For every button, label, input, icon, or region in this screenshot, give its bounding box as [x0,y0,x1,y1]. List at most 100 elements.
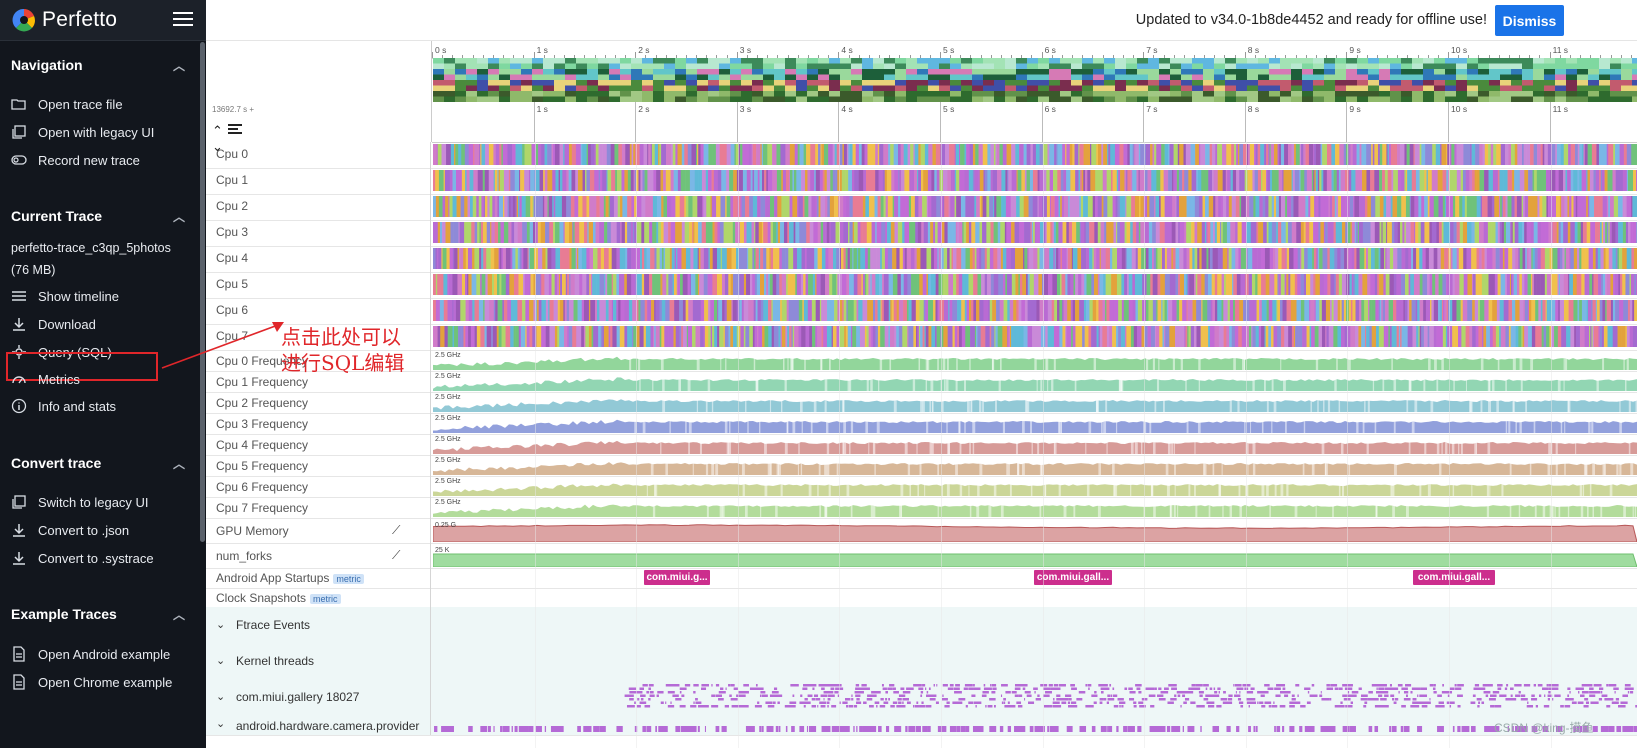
cpu-track[interactable]: Cpu 3 [206,220,1637,247]
nav-open-chrome-example[interactable]: Open Chrome example [11,671,172,693]
track-shell[interactable] [206,168,431,194]
track-shell[interactable] [206,455,431,476]
cpu-track[interactable]: Cpu 0 [206,142,1637,169]
cpu-track[interactable]: Cpu 2 [206,194,1637,221]
chevron-up-icon[interactable]: ︿ [173,210,186,224]
cpu-frequency-track[interactable]: Cpu 2 Frequency 2.5 GHz [206,392,1637,414]
chevron-down-icon[interactable]: ⌄ [216,691,226,703]
metric-badge[interactable]: metric [333,574,364,584]
track-shell[interactable] [206,518,431,543]
nav-convert-json[interactable]: Convert to .json [11,519,129,541]
cpu-slices[interactable] [433,196,1637,217]
cpu-slices[interactable] [433,300,1637,321]
sidebar-scrollbar[interactable] [200,42,205,542]
track-group[interactable]: ⌄ com.miui.gallery 18027 [206,679,1637,716]
thread-slices[interactable] [433,680,1637,714]
app-startup-slice[interactable]: com.miui.gall... [1413,570,1495,585]
hamburger-menu-icon[interactable] [173,12,193,28]
track-shell[interactable] [206,142,431,168]
cpu-frequency-track[interactable]: Cpu 3 Frequency 2.5 GHz [206,413,1637,435]
cpu-track[interactable]: Cpu 5 [206,272,1637,299]
nav-download[interactable]: Download [11,313,96,335]
track-shell[interactable] [206,568,431,588]
track-shell[interactable] [206,194,431,220]
app-startup-slice[interactable]: com.miui.gall... [1034,570,1112,585]
track-group[interactable]: ⌄ Ftrace Events [206,607,1637,644]
cpu-slices[interactable] [433,170,1637,191]
cpu-frequency-track[interactable]: Cpu 5 Frequency 2.5 GHz [206,455,1637,477]
app-startups-track[interactable]: Android App Startups metric com.miui.g... c… [206,568,1637,589]
cpu-track[interactable]: Cpu 1 [206,168,1637,195]
chevron-down-icon[interactable]: ⌄ [216,655,226,667]
track-shell[interactable] [206,497,431,518]
gpu-memory-track[interactable]: GPU Memory ⟋ 0.25 G [206,518,1637,544]
cpu-frequency-track[interactable]: Cpu 1 Frequency 2.5 GHz [206,371,1637,393]
section-navigation-header[interactable]: Navigation ︿ [11,57,185,73]
track-shell[interactable] [206,413,431,434]
chevron-up-icon[interactable]: ︿ [173,59,186,73]
frequency-graph[interactable] [433,477,1637,496]
track-group[interactable]: ⌄ Kernel threads [206,643,1637,680]
frequency-graph[interactable] [433,393,1637,412]
track-shell[interactable] [206,476,431,497]
counter-graph[interactable] [433,520,1637,542]
nav-open-legacy-ui[interactable]: Open with legacy UI [11,121,154,143]
nav-convert-systrace[interactable]: Convert to .systrace [11,547,154,569]
cpu-track[interactable]: Cpu 7 [206,324,1637,351]
nav-metrics[interactable]: Metrics [11,368,80,390]
chart-line-icon[interactable]: ⟋ [392,548,401,562]
cpu-slices[interactable] [433,248,1637,269]
nav-switch-legacy-ui[interactable]: Switch to legacy UI [11,491,149,513]
track-shell[interactable] [206,679,431,715]
cpu-slices[interactable] [433,222,1637,243]
cpu-frequency-track[interactable]: Cpu 0 Frequency 2.5 GHz [206,350,1637,372]
cpu-slices[interactable] [433,274,1637,295]
section-current-trace-header[interactable]: Current Trace ︿ [11,208,185,224]
nav-info-and-stats[interactable]: Info and stats [11,395,116,417]
cpu-slices[interactable] [433,144,1637,165]
track-shell[interactable] [206,220,431,246]
nav-open-android-example[interactable]: Open Android example [11,643,170,665]
track-shell[interactable] [206,643,431,679]
chevron-up-icon[interactable]: ︿ [173,457,186,471]
track-shell[interactable] [206,392,431,413]
chevron-down-icon[interactable]: ⌄ [216,619,226,631]
overview-heatmap[interactable] [433,58,1637,102]
cpu-frequency-track[interactable]: Cpu 6 Frequency 2.5 GHz [206,476,1637,498]
clock-snapshots-track[interactable]: Clock Snapshots metric [206,588,1637,608]
track-shell[interactable] [206,246,431,272]
track-area[interactable]: Cpu 0 Cpu 1 Cpu 2 Cpu 3 Cpu 4 Cpu 5 Cpu 6 Cpu 7… [206,142,1637,748]
track-shell[interactable] [206,324,431,350]
nav-record-new-trace[interactable]: Record new trace [11,149,140,171]
cpu-track[interactable]: Cpu 4 [206,246,1637,273]
frequency-graph[interactable] [433,498,1637,517]
num-forks-track[interactable]: num_forks ⟋ 25 K [206,543,1637,569]
track-shell[interactable] [206,272,431,298]
app-startup-slice[interactable]: com.miui.g... [644,570,710,585]
cpu-slices[interactable] [433,326,1637,347]
track-shell[interactable] [206,543,431,568]
section-example-traces-header[interactable]: Example Traces ︿ [11,606,185,622]
frequency-graph[interactable] [433,372,1637,391]
frequency-graph[interactable] [433,435,1637,454]
cpu-track[interactable]: Cpu 6 [206,298,1637,325]
section-convert-trace-header[interactable]: Convert trace ︿ [11,455,185,471]
cpu-frequency-track[interactable]: Cpu 4 Frequency 2.5 GHz [206,434,1637,456]
chevron-up-icon[interactable]: ︿ [173,608,186,622]
cpu-frequency-track[interactable]: Cpu 7 Frequency 2.5 GHz [206,497,1637,519]
track-menu-icon[interactable] [228,124,242,136]
counter-graph[interactable] [433,545,1637,567]
track-shell[interactable] [206,607,431,643]
frequency-graph[interactable] [433,351,1637,370]
track-shell[interactable] [206,371,431,392]
expand-collapse-icon[interactable]: ⌃ ⌄ [212,123,223,154]
frequency-graph[interactable] [433,456,1637,475]
track-shell[interactable] [206,298,431,324]
nav-open-trace-file[interactable]: Open trace file [11,93,123,115]
dismiss-button[interactable]: Dismiss [1495,5,1564,36]
metric-badge[interactable]: metric [310,594,341,604]
track-shell[interactable] [206,588,431,607]
track-shell[interactable] [206,350,431,371]
